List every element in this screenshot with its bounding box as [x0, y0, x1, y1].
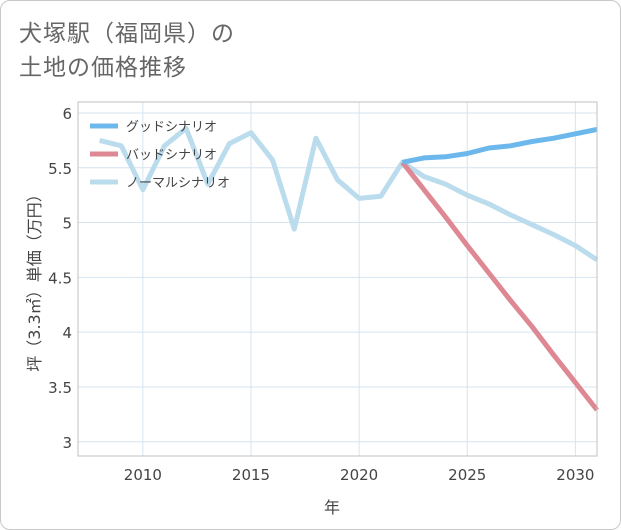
y-tick-label: 5 [62, 215, 72, 233]
chart-title-line-1: 犬塚駅（福岡県）の [19, 21, 235, 47]
tick-labels: 2010 2015 2020 2025 2030 3 3.5 4 4.5 5 5.5 6 [48, 105, 594, 484]
y-tick-label: 5.5 [48, 160, 72, 178]
y-tick-label: 6 [62, 105, 72, 123]
series-lines [98, 125, 599, 412]
y-axis-label: 坪（3.3㎡）単価（万円） [25, 186, 44, 371]
x-tick-label: 2025 [448, 466, 486, 484]
chart-title: 犬塚駅（福岡県）の 土地の価格推移 [19, 17, 235, 85]
x-tick-label: 2015 [232, 466, 270, 484]
legend-label-2: バッドシナリオ [126, 148, 217, 163]
y-tick-label: 4.5 [48, 269, 72, 287]
y-tick-label: 3 [62, 434, 72, 452]
x-tick-label: 2010 [124, 466, 162, 484]
plot-border [77, 101, 598, 457]
grid [78, 102, 597, 456]
series-line-1 [401, 126, 598, 165]
legend-label-3: ノーマルシナリオ [126, 176, 230, 191]
legend-label-1: グッドシナリオ [126, 120, 217, 135]
x-tick-label: 2020 [340, 466, 378, 484]
x-tick-label: 2030 [556, 466, 594, 484]
series-line-2 [400, 160, 599, 412]
chart-title-line-2: 土地の価格推移 [19, 55, 187, 81]
series-line-3 [98, 125, 599, 262]
y-tick-label: 3.5 [48, 379, 72, 397]
x-axis-label: 年 [324, 498, 340, 517]
y-tick-label: 4 [62, 324, 72, 342]
